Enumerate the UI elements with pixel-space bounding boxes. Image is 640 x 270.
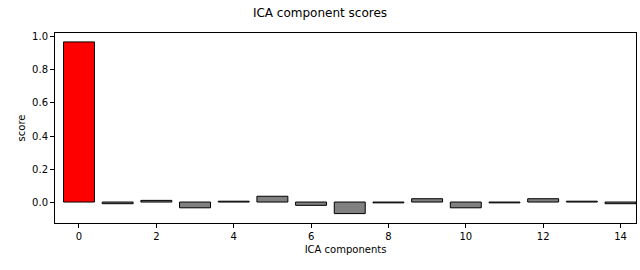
svg-text:4: 4 — [231, 231, 237, 242]
svg-text:2: 2 — [153, 231, 159, 242]
svg-text:score: score — [16, 115, 27, 142]
svg-text:8: 8 — [385, 231, 391, 242]
svg-text:0.4: 0.4 — [32, 131, 48, 142]
svg-text:0.8: 0.8 — [32, 64, 48, 75]
svg-text:10: 10 — [459, 231, 472, 242]
svg-text:0.6: 0.6 — [32, 97, 48, 108]
svg-text:12: 12 — [537, 231, 550, 242]
svg-text:1.0: 1.0 — [32, 31, 48, 42]
svg-text:ICA components: ICA components — [305, 244, 387, 255]
svg-text:ICA component scores: ICA component scores — [253, 6, 387, 20]
svg-text:0: 0 — [76, 231, 82, 242]
svg-text:14: 14 — [614, 231, 627, 242]
svg-text:0.0: 0.0 — [32, 197, 48, 208]
svg-text:6: 6 — [308, 231, 314, 242]
svg-text:0.2: 0.2 — [32, 164, 48, 175]
